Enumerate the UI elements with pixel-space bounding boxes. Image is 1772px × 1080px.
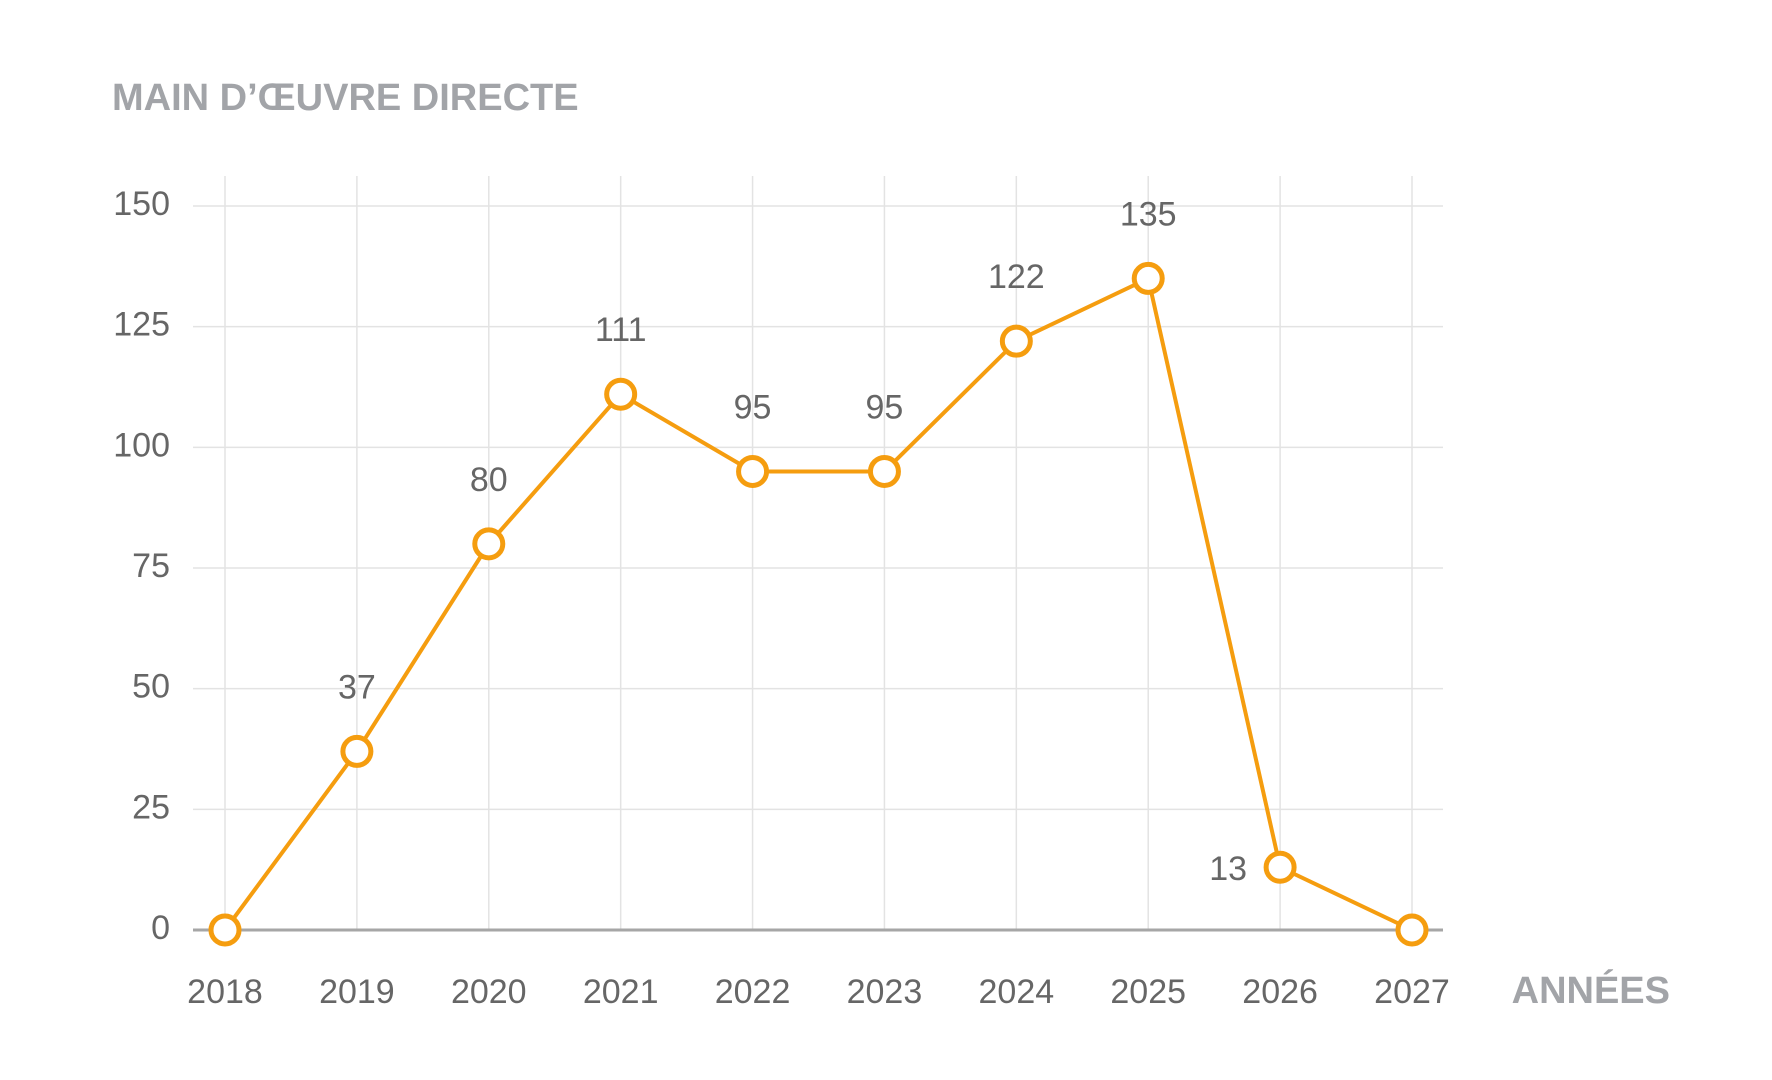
- y-tick-label: 150: [113, 185, 170, 223]
- data-label: 95: [866, 388, 904, 426]
- y-tick-label: 75: [132, 547, 170, 585]
- x-tick-label: 2019: [319, 973, 395, 1011]
- line: [223, 276, 1413, 932]
- data-label: 122: [988, 258, 1045, 296]
- point: [736, 454, 770, 488]
- x-tick-label: 2026: [1242, 973, 1318, 1011]
- point: [999, 324, 1033, 358]
- x-tick-label: 2025: [1110, 973, 1186, 1011]
- point: [340, 734, 374, 768]
- point: [1131, 261, 1165, 295]
- data-label: 95: [734, 388, 772, 426]
- point: [208, 913, 242, 947]
- data-label: 135: [1120, 195, 1177, 233]
- data-label: 37: [338, 668, 376, 706]
- y-tick-label: 125: [113, 306, 170, 344]
- y-tick-label: 100: [113, 426, 170, 464]
- x-tick-label: 2023: [847, 973, 923, 1011]
- point: [1263, 850, 1297, 884]
- x-axis-label: ANNÉES: [1512, 968, 1670, 1012]
- point: [604, 377, 638, 411]
- data-label: 111: [595, 311, 647, 349]
- x-tick-label: 2024: [979, 973, 1055, 1011]
- x-tick-label: 2021: [583, 973, 659, 1011]
- chart-title: MAIN D’ŒUVRE DIRECTE: [112, 77, 579, 119]
- y-tick-label: 50: [132, 668, 170, 706]
- x-tick-label: 2027: [1374, 973, 1450, 1011]
- point: [867, 454, 901, 488]
- y-tick-label: 0: [151, 909, 170, 947]
- data-label: 80: [470, 461, 508, 499]
- data-label: 13: [1209, 850, 1247, 888]
- x-tick-label: 2018: [187, 973, 263, 1011]
- point: [1395, 913, 1429, 947]
- y-tick-label: 25: [132, 788, 170, 826]
- x-tick-label: 2022: [715, 973, 791, 1011]
- x-tick-label: 2020: [451, 973, 527, 1011]
- point: [472, 527, 506, 561]
